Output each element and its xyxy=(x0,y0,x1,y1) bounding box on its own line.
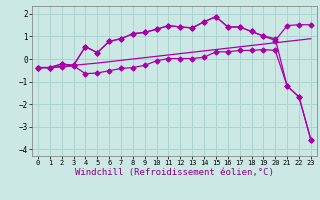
X-axis label: Windchill (Refroidissement éolien,°C): Windchill (Refroidissement éolien,°C) xyxy=(75,168,274,177)
